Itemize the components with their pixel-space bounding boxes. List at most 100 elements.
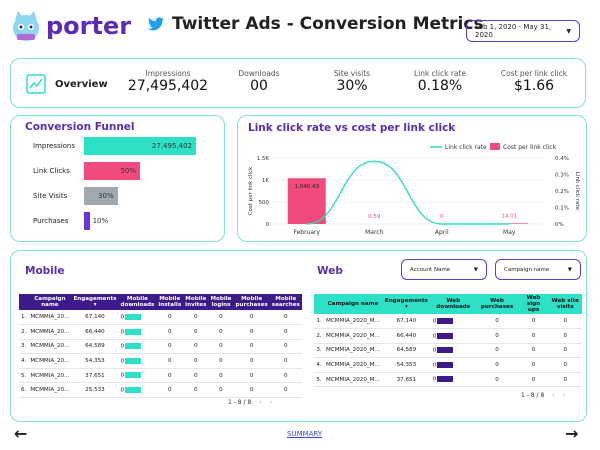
column-header[interactable]: Engagements ▾ (73, 296, 117, 308)
column-header[interactable]: Web site visits (551, 298, 579, 310)
campaign-name-dropdown[interactable]: Campaign name ▼ (495, 259, 581, 280)
funnel-bar-value: 30% (98, 192, 114, 200)
twitter-bird-icon (148, 17, 164, 31)
overview-label: Overview (55, 78, 108, 90)
table-cell: 0 (518, 343, 549, 359)
web-pager: 1 - 8 / 8 ‹ › (521, 392, 565, 399)
table-cell: 0 (548, 357, 582, 373)
funnel-bar-value: 27,495,402 (151, 142, 192, 150)
metric-value: $1.66 (513, 78, 555, 94)
funnel-row-label: Impressions (33, 142, 75, 150)
y2-tick-label: 0.2% (555, 189, 569, 195)
summary-link[interactable]: SUMMARY (287, 430, 323, 438)
column-header[interactable]: Engagements ▾ (384, 298, 428, 310)
table-cell: 5. (19, 368, 29, 384)
table-row[interactable]: 4. MCMMIA_2020_M... 54,353 0 0 0 0 (314, 357, 582, 373)
column-header[interactable]: Web purchases (480, 298, 514, 310)
y2-tick-label: 0.4% (555, 156, 569, 162)
metric-value: 0.18% (417, 78, 463, 94)
account-name-dropdown[interactable]: Account Name ▼ (401, 259, 487, 280)
column-header[interactable]: Web downloads (436, 298, 471, 310)
chart-bar (287, 178, 326, 224)
table-row[interactable]: 3. MCMMIA_2020_M... 64,589 0 0 0 0 (314, 343, 582, 359)
table-row[interactable]: 2. MCMMIA_20... 66,440 0 0 0 0 0 0 (19, 324, 302, 340)
column-header[interactable]: Mobile invites (185, 296, 207, 308)
row-index-header (314, 294, 324, 314)
table-cell: 0 (548, 343, 582, 359)
table-cell: 66,440 (381, 328, 431, 344)
x-tick-label: May (503, 229, 516, 236)
table-row[interactable]: 6. MCMMIA_20... 25,533 0 0 0 0 0 0 (19, 382, 302, 399)
y-tick-label: 500 (259, 200, 270, 206)
web-table-wrap: Campaign name Engagements ▾ Web downloads W… (314, 294, 582, 390)
cell-value: 0 (120, 343, 125, 350)
table-cell: 5. (314, 372, 324, 388)
table-cell: 0 (518, 372, 549, 388)
bar-data-label: 1,040.43 (295, 184, 320, 190)
column-header[interactable]: Mobile installs (158, 296, 182, 308)
metric-value: 00 (250, 78, 268, 94)
column-header[interactable]: Mobile searches (271, 296, 300, 308)
metric-label: Impressions (145, 69, 191, 78)
table-cell: 37,651 (381, 372, 431, 388)
conversion-funnel-card: Conversion Funnel Impressions 27,495,402 L… (10, 115, 225, 242)
column-header[interactable]: Campaign name (34, 296, 66, 308)
metric-value: 27,495,402 (127, 78, 209, 94)
dropdown-arrow-icon: ▼ (566, 27, 571, 35)
table-cell: 0 (475, 386, 519, 390)
next-page-arrow[interactable]: → (565, 424, 578, 443)
table-cell: 0 (118, 339, 157, 355)
table-row[interactable]: 2. MCMMIA_2020_M... 66,440 0 0 0 0 (314, 328, 582, 344)
column-header[interactable]: Mobile logins (210, 296, 232, 308)
next-page-icon[interactable]: › (562, 392, 566, 399)
column-header[interactable]: Web sign ups (526, 295, 541, 313)
table-row[interactable]: 4. MCMMIA_20... 54,353 0 0 0 0 0 0 (19, 353, 302, 369)
web-table: Campaign name Engagements ▾ Web downloads W… (314, 294, 582, 390)
table-cell: MCMMIA_20... (28, 382, 72, 399)
table-cell: 0 (208, 310, 234, 326)
mobile-table-wrap: Campaign name Engagements ▾ Mobile downloa… (19, 294, 302, 399)
prev-page-icon[interactable]: ‹ (552, 392, 555, 399)
table-row[interactable]: 1. MCMMIA_2020_M... 67,140 0 0 0 0 (314, 314, 582, 330)
legend-label: Link click rate (445, 144, 487, 151)
table-cell: 6. (19, 382, 29, 399)
table-row[interactable]: 3. MCMMIA_20... 64,589 0 0 0 0 0 0 (19, 339, 302, 355)
table-cell: 0 (548, 328, 582, 344)
overview-label-group: Overview (25, 73, 108, 95)
table-cell: 0 (430, 314, 476, 330)
table-cell: 0 (208, 339, 234, 355)
date-range-picker[interactable]: Feb 1, 2020 - May 31, 2020 ▼ (466, 20, 580, 42)
table-cell: 0 (183, 310, 209, 326)
table-cell: 37,651 (71, 368, 119, 384)
cat-logo-icon (13, 11, 39, 41)
table-row[interactable]: 5. MCMMIA_2020_M... 37,651 0 0 0 0 (314, 372, 582, 388)
table-cell: 0 (183, 324, 209, 340)
cell-value: 0 (120, 329, 125, 336)
table-cell: 67,140 (381, 314, 431, 330)
column-header[interactable]: Mobile downloads (120, 296, 155, 308)
table-cell: 0 (269, 353, 302, 369)
metric-link-click-rate: Link click rate 0.18% (395, 69, 485, 94)
column-header[interactable]: Campaign name (327, 301, 379, 307)
prev-page-arrow[interactable]: ← (14, 424, 27, 443)
table-cell: 0 (118, 353, 157, 369)
cell-value: 0 (432, 333, 437, 340)
table-cell: MCMMIA_2020_M... (324, 328, 382, 344)
table-row[interactable]: 5. MCMMIA_20... 37,651 0 0 0 0 0 0 (19, 368, 302, 384)
table-cell: 0 (475, 357, 519, 373)
table-cell: 0 (475, 314, 519, 330)
table-row[interactable]: 1. MCMMIA_20... 67,140 0 0 0 0 0 0 (19, 310, 302, 326)
cell-bar (125, 343, 142, 350)
metric-label: Link click rate (413, 69, 467, 78)
bar-data-label: 0 (440, 214, 444, 220)
y-tick-label: 1.5K (257, 156, 270, 162)
next-page-icon[interactable]: › (269, 399, 273, 406)
y2-tick-label: 0% (555, 222, 564, 228)
table-cell: 0 (156, 368, 184, 384)
column-header[interactable]: Mobile purchases (235, 296, 268, 308)
prev-page-icon[interactable]: ‹ (259, 399, 262, 406)
table-cell: MCMMIA_20... (28, 310, 72, 326)
porter-logo: porter (8, 8, 131, 44)
table-cell: MCMMIA_20... (28, 339, 72, 355)
